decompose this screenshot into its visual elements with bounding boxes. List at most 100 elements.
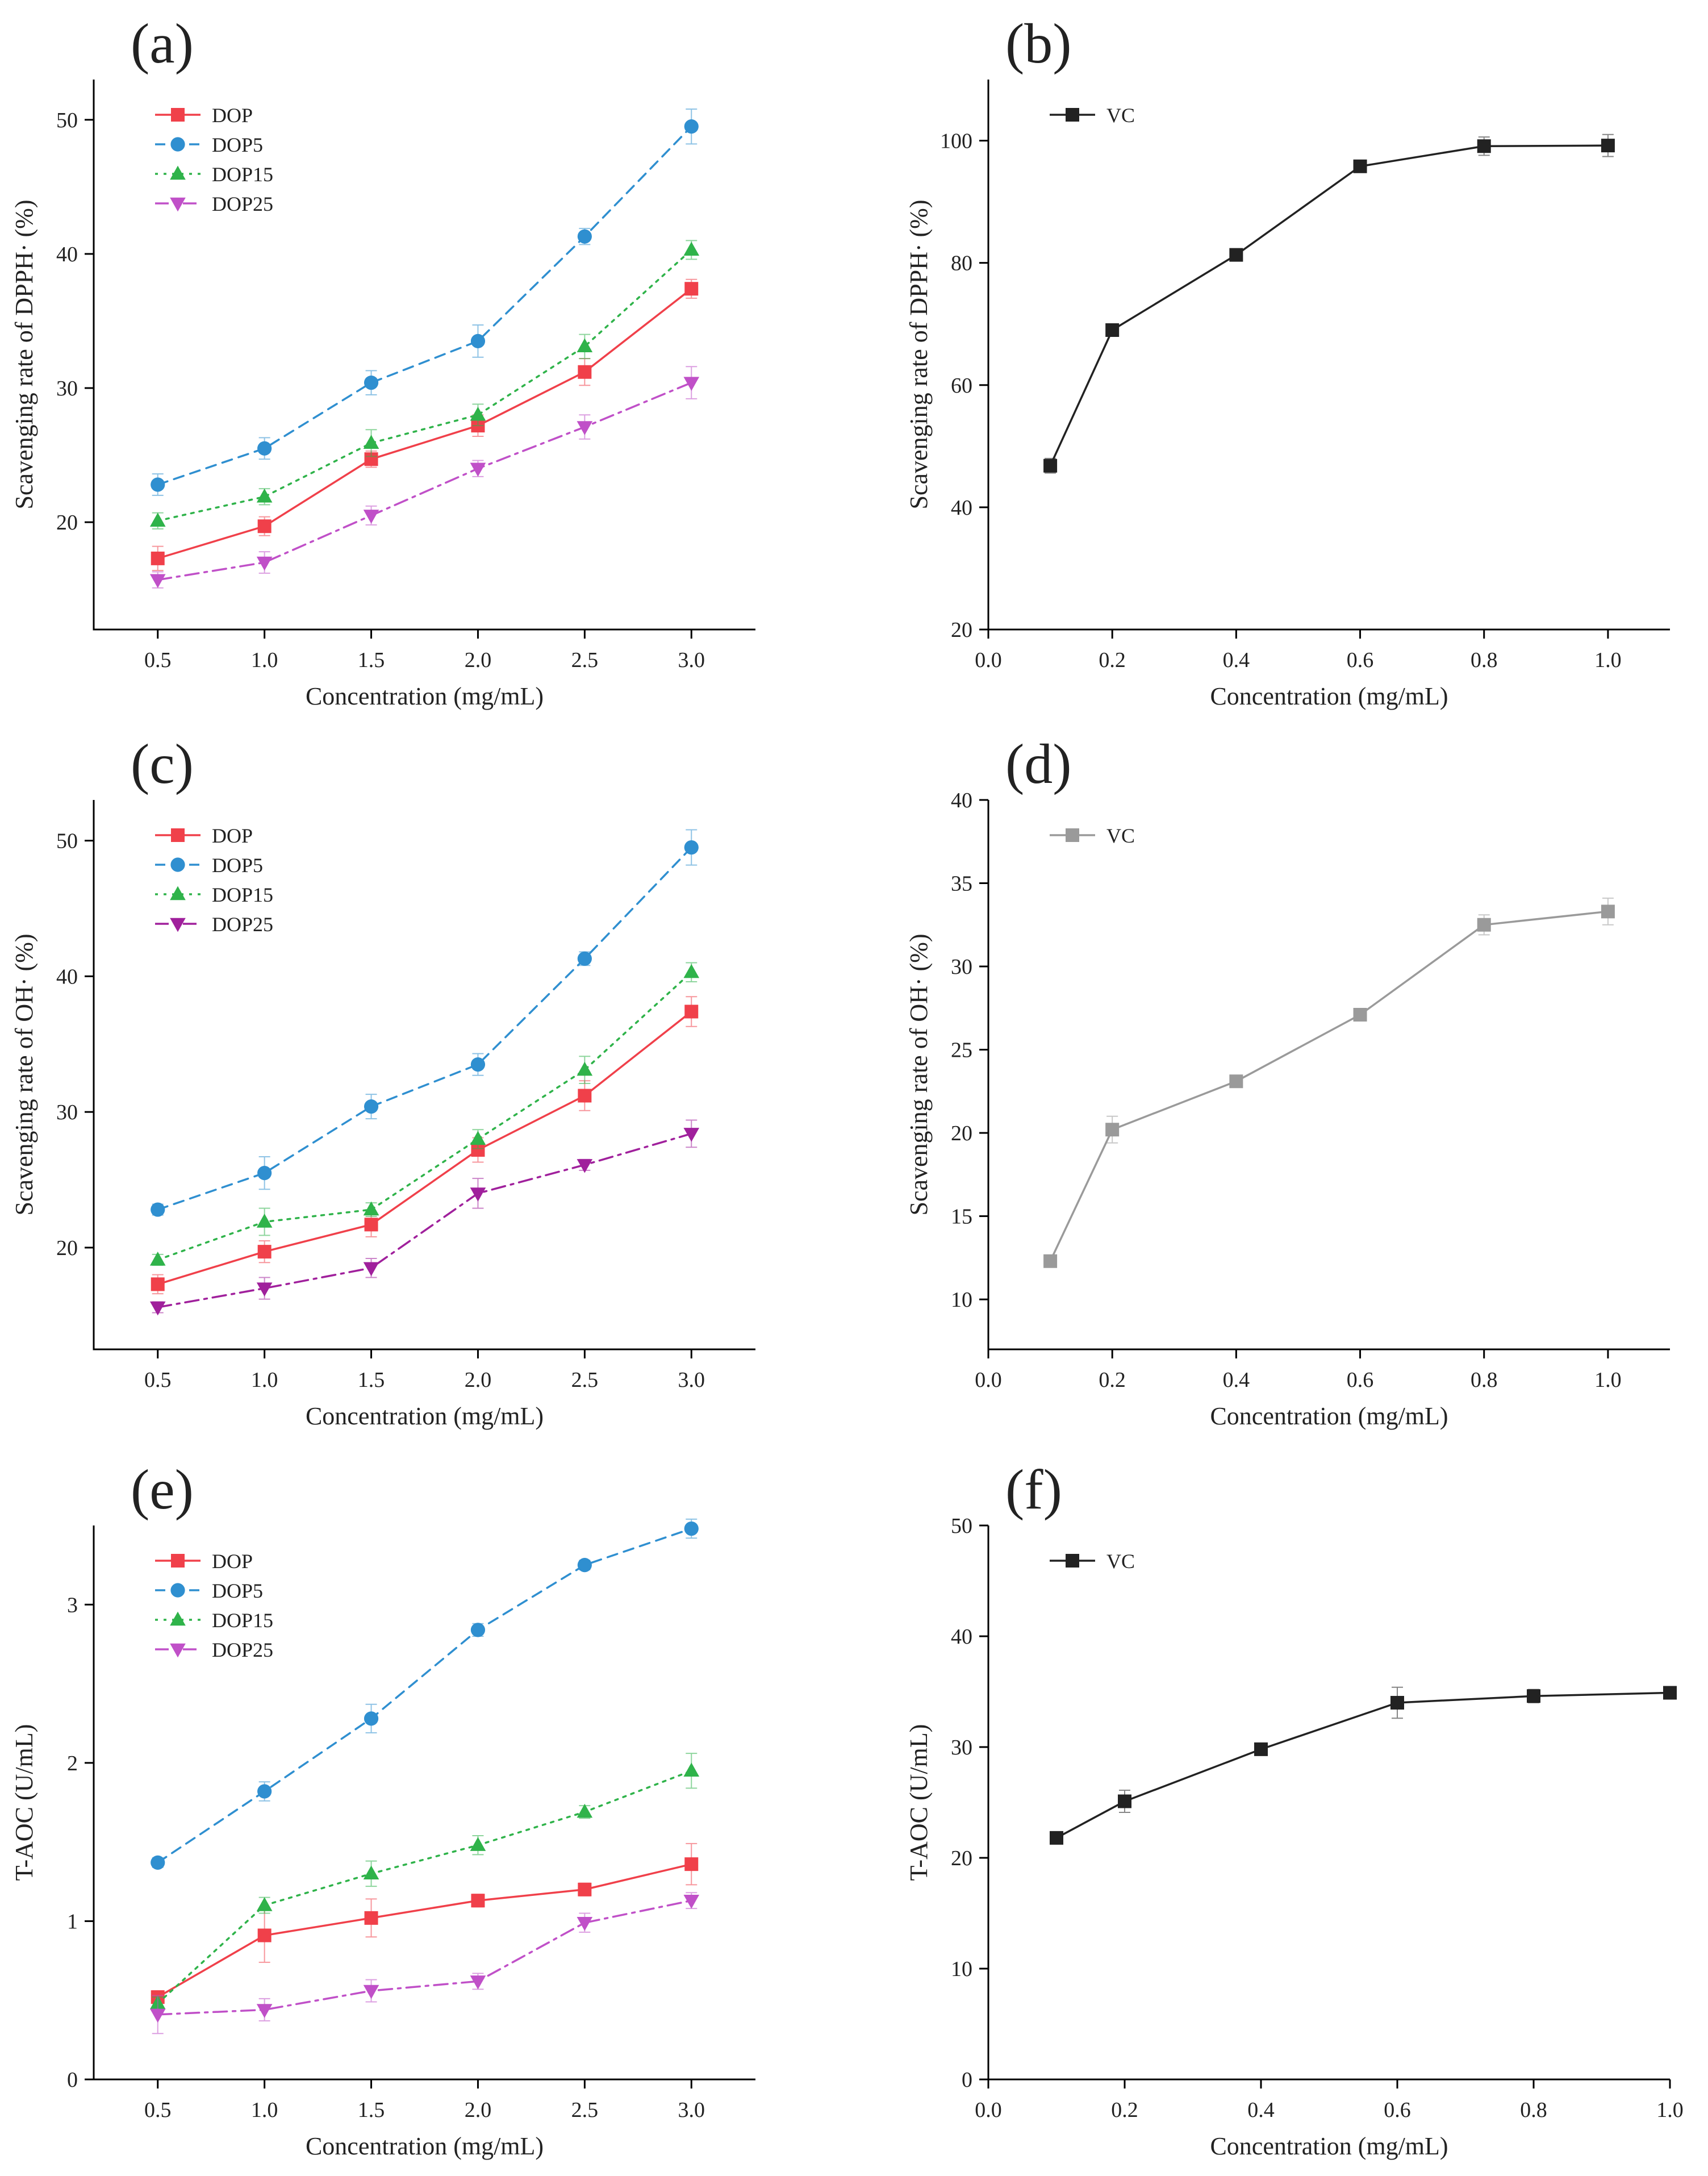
legend-label: DOP [212,104,253,127]
y-tick-label: 60 [951,374,972,398]
data-point [1043,1254,1058,1268]
legend-label: DOP15 [212,1609,273,1632]
data-point [683,1762,700,1777]
data-point [257,1245,272,1259]
data-point [364,1218,378,1232]
series-DOP25 [149,1892,700,2035]
legend-label: DOP25 [212,193,273,215]
legend-marker [170,165,186,180]
legend-label: DOP [212,824,253,847]
x-tick-label: 1.5 [358,648,385,672]
data-point [470,1187,486,1202]
data-point [1353,159,1367,173]
data-point [683,377,700,391]
series-line [156,971,693,1261]
panel-label: (a) [131,12,194,75]
legend-entry: VC [1050,1550,1135,1573]
data-point [363,1865,379,1880]
series-line [156,1899,693,2016]
x-tick-label: 0.8 [1520,2098,1547,2122]
data-point [256,1282,273,1297]
y-tick-label: 20 [56,1236,78,1260]
legend-label: VC [1106,104,1135,127]
x-tick-label: 2.5 [571,2098,599,2122]
y-axis-label: Scavenging rate of OH· (%) [905,933,933,1215]
legend-label: DOP5 [212,134,263,156]
data-point [256,1214,273,1228]
legend-label: DOP5 [212,1579,263,1602]
y-tick-label: 40 [56,243,78,266]
x-axis-label: Concentration (mg/mL) [1210,682,1448,710]
series-line [156,249,693,522]
legend-entry: VC [1050,824,1135,847]
series-DOP15 [149,1753,700,2011]
data-point [684,119,699,134]
y-axis-label: T-AOC (U/mL) [10,1724,38,1881]
y-tick-label: 20 [951,1122,972,1145]
data-point [1527,1689,1540,1703]
y-tick-label: 50 [56,829,78,853]
y-tick-label: 15 [951,1205,972,1229]
legend-marker [171,828,185,842]
data-point [257,1928,272,1942]
series-line [156,125,693,486]
y-tick-label: 40 [951,789,972,812]
data-point [1353,1008,1367,1022]
x-axis-label: Concentration (mg/mL) [1210,2132,1448,2160]
chart-panel-3: (c) 0.5 1.0 1.5 2.0 2.5 3.0 20 30 40 50 Concentrati… [10,732,755,1430]
data-point [151,1277,165,1291]
x-tick-label: 1.0 [251,648,278,672]
series-DOP25 [149,1119,700,1316]
legend-entry: DOP15 [155,1609,273,1632]
legend-marker [170,1583,185,1598]
legend-label: VC [1106,824,1135,847]
legend-label: DOP [212,1550,253,1573]
x-tick-label: 2.0 [465,1368,492,1392]
x-tick-label: 1.0 [1594,1368,1622,1392]
y-tick-label: 30 [56,377,78,401]
data-point [470,1057,486,1072]
x-tick-label: 2.0 [465,2098,492,2122]
data-point [364,1711,379,1726]
legend-entry: DOP5 [155,854,263,877]
data-point [363,1262,379,1277]
data-point [471,1143,485,1157]
x-tick-label: 1.0 [1594,648,1622,672]
data-point [578,365,592,379]
data-point [1477,918,1491,932]
chart-panel-6: (f) 0.0 0.2 0.4 0.6 0.8 1.0 0 10 20 30 40 50 Concentr… [905,1458,1684,2160]
series-line [156,1010,693,1286]
x-tick-label: 0.4 [1247,2098,1275,2122]
series-line [156,287,693,560]
data-point [257,1166,272,1181]
y-axis-label: Scavenging rate of OH· (%) [10,933,38,1215]
data-point [149,1252,166,1266]
data-point [1477,139,1491,153]
panel-label: (f) [1005,1458,1062,1521]
x-tick-label: 0.4 [1223,1368,1250,1392]
series-VC [1050,1686,1677,1845]
y-tick-label: 20 [951,1846,972,1870]
data-point [364,452,378,466]
chart-panel-5: (e) 0.5 1.0 1.5 2.0 2.5 3.0 0 1 2 3 Concentration (… [10,1458,755,2160]
x-axis-label: Concentration (mg/mL) [306,2132,544,2160]
legend-marker [170,1611,186,1626]
data-point [1050,1831,1063,1845]
series-line [1049,910,1609,1262]
data-point [363,1201,379,1216]
data-point [149,574,166,589]
legend-marker [170,918,186,932]
y-tick-label: 50 [951,1514,972,1538]
legend-entry: DOP5 [155,134,263,156]
data-point [256,488,273,503]
x-tick-label: 0.5 [144,648,172,672]
data-point [577,229,592,244]
data-point [364,375,379,390]
data-point [151,1202,165,1217]
data-point [470,462,486,477]
legend-entry: DOP15 [155,163,273,186]
series-line [156,1863,693,1998]
y-tick-label: 3 [67,1593,78,1617]
y-axis-label: Scavenging rate of DPPH· (%) [10,200,38,510]
